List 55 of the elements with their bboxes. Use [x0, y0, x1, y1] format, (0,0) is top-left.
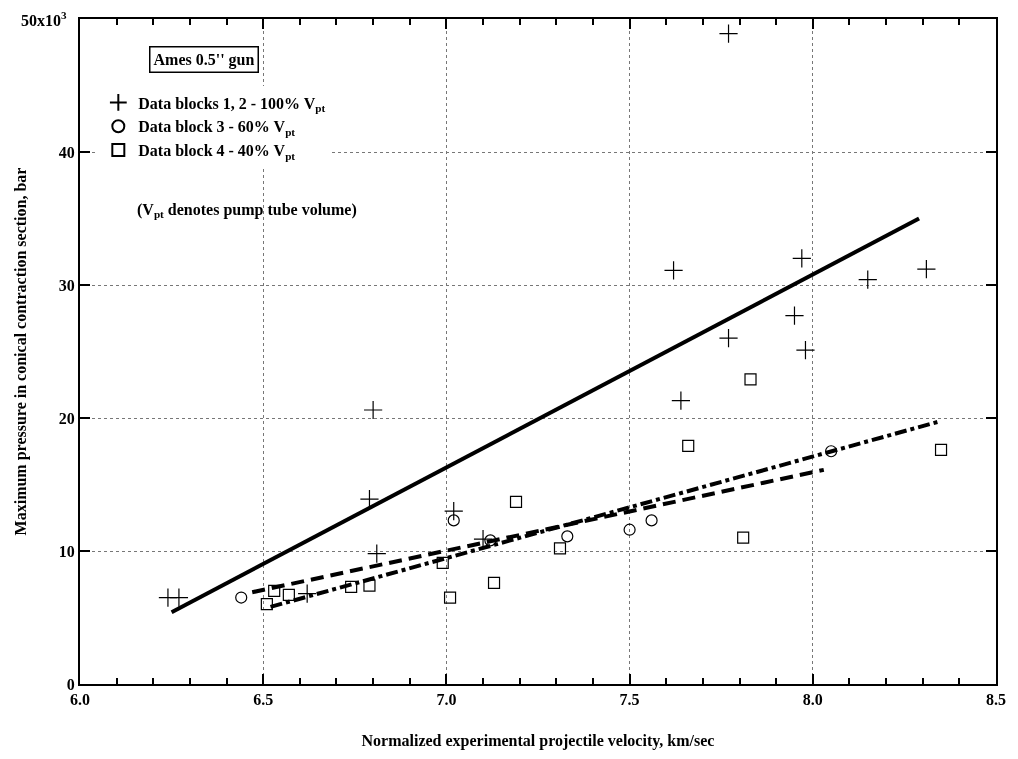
point [718, 23, 739, 44]
text: 50x10$^{3}$ [21, 9, 67, 29]
point [268, 584, 281, 597]
point [487, 576, 501, 590]
x-tick-label: 7.5 [619, 691, 640, 709]
point [367, 543, 387, 564]
point [934, 443, 948, 457]
y-tick-label: 20 [58, 409, 75, 427]
point [671, 391, 691, 411]
point [623, 523, 636, 536]
point [363, 400, 383, 420]
point [363, 579, 376, 592]
point [297, 583, 317, 604]
point [663, 260, 684, 281]
point [260, 598, 273, 611]
point [169, 587, 189, 608]
legend-label: Data block 4 - 40% V$_{pt}$ [138, 142, 296, 162]
x-tick-label: 7.0 [436, 691, 457, 709]
y-tick-label: 0 [66, 675, 75, 693]
point [473, 529, 493, 549]
point [858, 269, 878, 290]
annotation: (V$_{pt}$ denotes pump tube volume) [137, 201, 357, 221]
point [359, 489, 380, 509]
point [509, 495, 523, 508]
point [718, 328, 739, 348]
point [282, 588, 295, 601]
x-tick-label: 8.0 [802, 691, 823, 709]
x-axis-title: Normalized experimental projectile velocity, km/sec [361, 732, 715, 751]
point [235, 591, 248, 604]
point [345, 580, 358, 594]
y-tick-label: 10 [58, 542, 75, 560]
point [784, 305, 805, 326]
point [792, 248, 812, 269]
y-axis-title: Maximum pressure in conical contraction section, bar [12, 167, 31, 536]
point [645, 514, 658, 527]
point [561, 530, 574, 543]
point [825, 445, 838, 458]
x-tick-label: 6.0 [70, 691, 90, 709]
point [444, 501, 464, 521]
x-tick-label: 8.5 [986, 691, 1006, 709]
x-tick-label: 6.5 [253, 691, 274, 709]
point [916, 259, 937, 279]
y-tick-label: 30 [58, 276, 75, 294]
point [682, 439, 695, 453]
point [447, 514, 460, 527]
legend-label: Data blocks 1, 2 - 100% V$_{pt}$ [138, 94, 326, 114]
annotation: Ames 0.5'' gun [153, 50, 255, 69]
point [737, 531, 750, 544]
point [795, 340, 816, 360]
point [443, 591, 457, 604]
point [553, 542, 567, 555]
point [436, 556, 449, 570]
point [744, 373, 757, 386]
legend-label: Data block 3 - 60% V$_{pt}$ [138, 118, 296, 138]
y-tick-label: 40 [58, 143, 75, 161]
